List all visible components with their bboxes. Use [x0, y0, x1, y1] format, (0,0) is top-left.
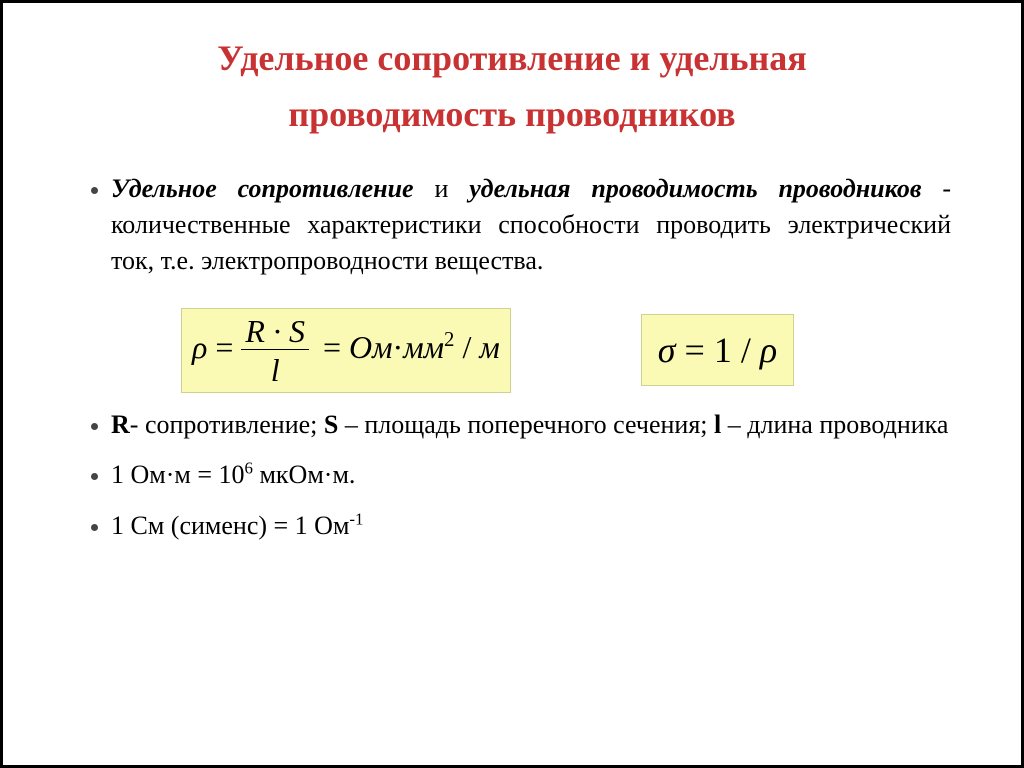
- legend-item: R- сопротивление; S – площадь поперечног…: [111, 407, 951, 443]
- sym-r: R: [111, 410, 130, 439]
- unit-ohm-m: 1 Ом·м = 106 мкОм·м.: [111, 457, 951, 493]
- fraction: R · Sl: [241, 315, 309, 386]
- content-list: Удельное сопротивление и удельная провод…: [73, 171, 951, 544]
- term-resistivity: Удельное сопротивление: [111, 174, 414, 203]
- formula-resistivity: ρ = R · Sl = Ом·мм2 / м: [181, 308, 511, 393]
- formula-conductivity: σ = 1 / ρ: [641, 314, 794, 386]
- slide: Удельное сопротивление и удельная провод…: [0, 0, 1024, 768]
- title-line-2: проводимость проводников: [288, 94, 735, 134]
- unit-siemens: 1 См (сименс) = 1 Ом-1: [111, 508, 951, 544]
- sym-s: S: [324, 410, 338, 439]
- title-line-1: Удельное сопротивление и удельная: [217, 38, 807, 78]
- term-conductivity: удельная проводимость проводников: [469, 174, 921, 203]
- definition-item: Удельное сопротивление и удельная провод…: [111, 171, 951, 280]
- formula-row: ρ = R · Sl = Ом·мм2 / м σ = 1 / ρ: [91, 308, 951, 393]
- slide-title: Удельное сопротивление и удельная провод…: [73, 31, 951, 143]
